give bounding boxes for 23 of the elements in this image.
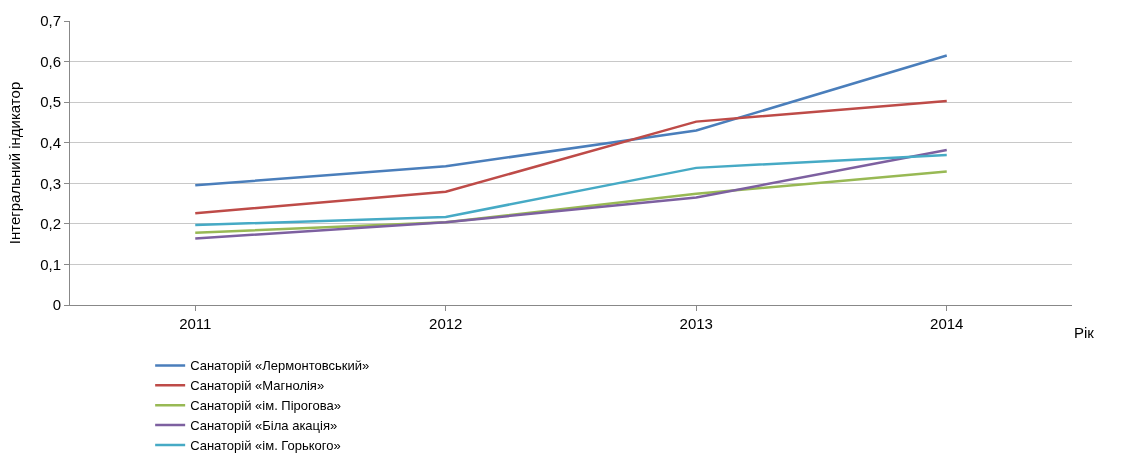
y-axis-title: Інтегральний індикатор [6, 81, 24, 245]
line-series [194, 54, 948, 187]
y-tick-label: 0,2 [40, 215, 61, 233]
x-axis-title: Рік [1074, 324, 1095, 341]
legend-label: Санаторій «ім. Горького» [190, 438, 341, 454]
x-tick-label: 2013 [679, 315, 713, 332]
y-tick-label: 0 [52, 296, 61, 314]
legend-label: Санаторій «ім. Пірогова» [190, 398, 341, 414]
legend-label: Санаторій «Магнолія» [190, 378, 325, 394]
y-tick-label: 0,5 [40, 93, 61, 111]
legend-label: Санаторій «Біла акація» [190, 418, 338, 434]
y-tick-label: 0,1 [40, 255, 61, 273]
line-series [194, 148, 948, 240]
legend-label: Санаторій «Лермонтовський» [190, 358, 370, 374]
x-tick-label: 2011 [179, 315, 212, 332]
y-tick-label: 0,7 [40, 12, 61, 30]
x-tick-label: 2014 [930, 315, 964, 332]
y-tick-label: 0,6 [40, 52, 61, 70]
line-series [194, 153, 948, 227]
line-series [194, 99, 948, 215]
y-tick-label: 0,3 [40, 174, 61, 192]
y-tick-label: 0,4 [40, 133, 61, 151]
x-tick-label: 2012 [429, 315, 463, 332]
